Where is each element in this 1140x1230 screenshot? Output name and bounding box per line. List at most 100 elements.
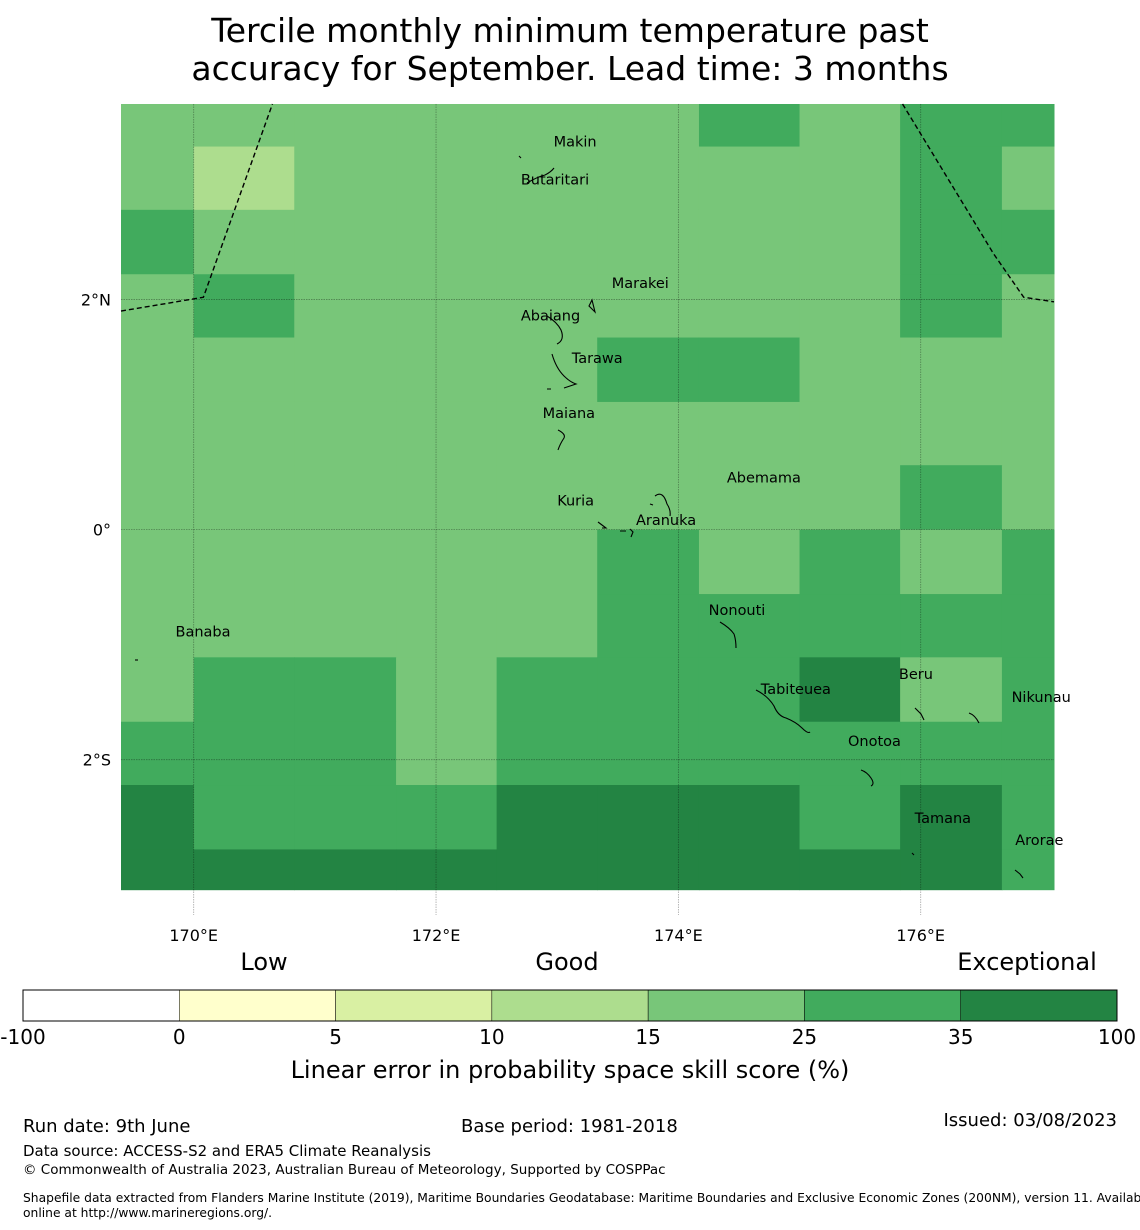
skill-cell: [193, 594, 295, 658]
skill-cell: [1001, 104, 1055, 148]
skill-cell: [193, 274, 295, 339]
lon-tick-label: 172°E: [412, 926, 461, 945]
skill-cell: [193, 785, 295, 850]
lon-tick-label: 174°E: [654, 926, 703, 945]
lon-tick-label: 170°E: [169, 926, 218, 945]
skill-cell: [799, 657, 901, 723]
skill-cell: [900, 657, 1003, 723]
place-labels: Makin Butaritari Marakei Abaiang Tarawa Maian…: [176, 135, 1071, 849]
place-label: Tamana: [914, 811, 971, 827]
skill-cell: [597, 401, 700, 466]
skill-cell: [496, 104, 598, 148]
island-coastline: [518, 155, 522, 159]
skill-cell: [597, 274, 700, 339]
skill-cell: [1001, 146, 1055, 211]
skill-cell: [698, 465, 801, 531]
axis-ticks: 170°E 172°E 174°E 176°E 2°N 0° 2°S: [81, 291, 945, 945]
skill-cell: [698, 146, 801, 211]
colorbar-segment: [335, 989, 493, 1022]
island-coastline: [1014, 869, 1024, 879]
skill-cell: [698, 785, 801, 850]
skill-cell: [121, 785, 195, 850]
skill-cell: [597, 529, 700, 595]
skill-cell: [698, 274, 801, 339]
skill-cell: [799, 465, 901, 531]
maritime-boundaries: [120, 103, 1055, 312]
place-label: Aranuka: [636, 513, 696, 529]
skill-cell: [799, 594, 901, 658]
copyright-notice: © Commonwealth of Australia 2023, Austra…: [23, 1162, 666, 1178]
skill-cell: [193, 209, 295, 275]
map-title: Tercile monthly minimum temperature past…: [0, 12, 1140, 88]
skill-cell: [597, 594, 700, 658]
skill-cell: [193, 337, 295, 403]
skill-cell: [496, 401, 598, 466]
skill-cell: [799, 849, 901, 891]
skill-cell: [597, 657, 700, 723]
colorbar-segment: [960, 989, 1118, 1022]
skill-cell: [597, 465, 700, 531]
skill-cell: [396, 146, 498, 211]
place-label: Beru: [899, 667, 933, 683]
lat-tick-label: 0°: [93, 521, 111, 540]
skill-cell: [496, 465, 598, 531]
skill-cell: [121, 721, 195, 786]
skill-cell: [597, 104, 700, 148]
skill-cell: [799, 529, 901, 595]
skill-cell: [294, 849, 397, 891]
shapefile-credit-line-2: online at http://www.marineregions.org/.: [23, 1206, 273, 1220]
skill-cell: [1001, 849, 1055, 891]
colorbar-tick-label: 15: [635, 1025, 660, 1049]
colorbar-tick-label: 5: [329, 1025, 342, 1049]
skill-cell: [900, 104, 1003, 148]
island-coastline: [719, 621, 737, 649]
place-label: Butaritari: [521, 173, 589, 189]
skill-cell: [294, 401, 397, 466]
colorbar-tick-label: -100: [0, 1025, 45, 1049]
colorbar-segment: [647, 989, 805, 1022]
skill-cell: [193, 104, 295, 148]
map-title-line-1: Tercile monthly minimum temperature past: [211, 11, 929, 50]
skill-cell: [900, 785, 1003, 850]
skill-cell: [900, 401, 1003, 466]
skill-cell: [1001, 785, 1055, 850]
skill-cell: [900, 337, 1003, 403]
place-label: Banaba: [176, 625, 231, 641]
skill-cell: [121, 529, 195, 595]
skill-cell: [193, 721, 295, 786]
lon-tick-label: 176°E: [896, 926, 945, 945]
skill-cell: [496, 785, 598, 850]
place-label: Abaiang: [521, 308, 580, 324]
skill-cell: [294, 337, 397, 403]
skill-cell: [1001, 401, 1055, 466]
skill-cell: [900, 274, 1003, 339]
skill-cell: [698, 104, 801, 148]
shapefile-credit-line-1: Shapefile data extracted from Flanders M…: [23, 1191, 1140, 1205]
colorbar-label: Linear error in probability space skill …: [290, 1056, 850, 1084]
lat-tick-label: 2°S: [83, 751, 111, 770]
skill-cell: [900, 146, 1003, 211]
colorbar-category-good: Good: [535, 948, 599, 976]
skill-cell: [496, 721, 598, 786]
skill-cell: [698, 401, 801, 466]
place-label: Nikunau: [1012, 690, 1071, 706]
island-coastline: [547, 353, 578, 390]
skill-cell: [698, 209, 801, 275]
skill-cell: [396, 785, 498, 850]
skill-cell: [121, 401, 195, 466]
place-label: Arorae: [1015, 833, 1063, 849]
skill-cell: [698, 721, 801, 786]
lat-tick-label: 2°N: [81, 291, 111, 310]
skill-cell: [1001, 337, 1055, 403]
skill-cell: [597, 146, 700, 211]
run-date: Run date: 9th June: [23, 1116, 191, 1137]
island-coastline: [526, 167, 555, 184]
skill-cell: [496, 849, 598, 891]
skill-cell: [121, 337, 195, 403]
skill-cell: [1001, 274, 1055, 339]
skill-cell: [294, 274, 397, 339]
island-coastline: [755, 689, 811, 734]
place-label: Maiana: [543, 406, 595, 422]
skill-grid: [121, 104, 1055, 891]
